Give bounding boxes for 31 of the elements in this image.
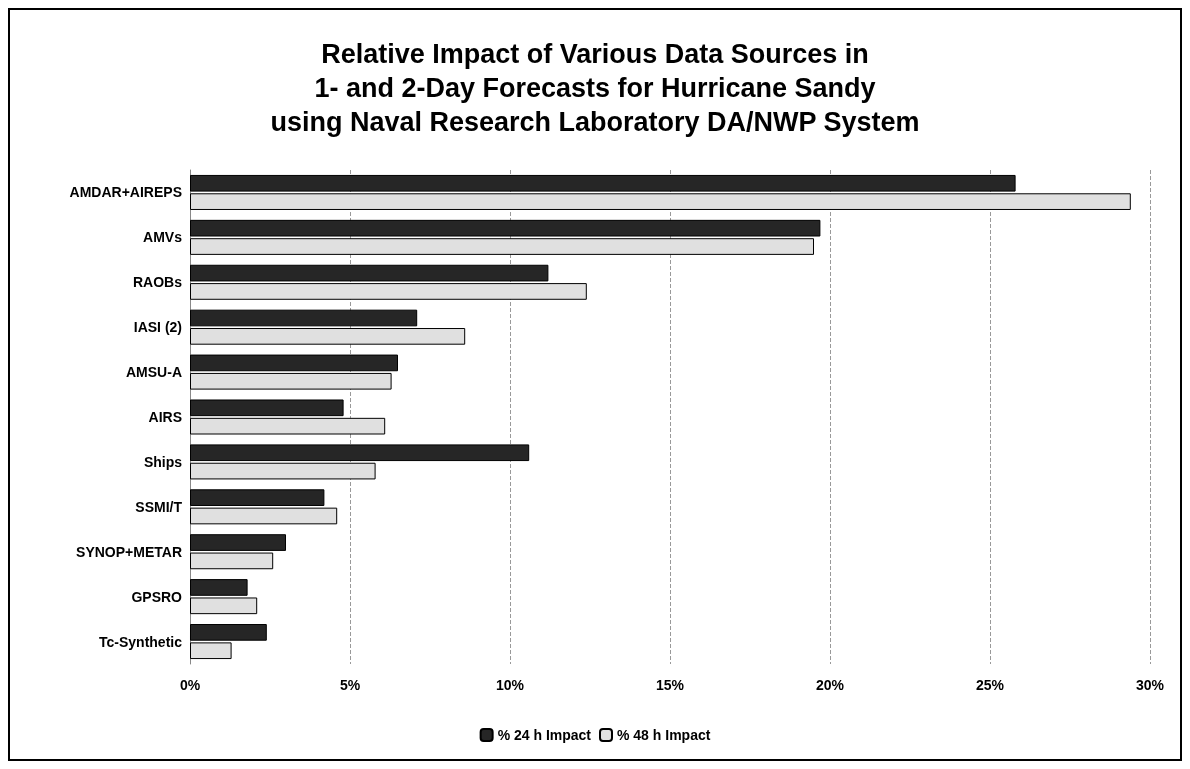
x-tick-label: 10% <box>495 677 525 693</box>
y-tick-label: SYNOP+METAR <box>76 543 182 560</box>
bar <box>190 354 398 372</box>
chart-title: Relative Impact of Various Data Sources in 1- and 2-Day Forecasts for Hurricane Sandy using Naval Research Laboratory DA/NWP System <box>270 39 920 137</box>
y-tick-label: Ships <box>143 453 183 470</box>
bar <box>190 399 344 417</box>
y-tick-label: Tc-Synthetic <box>99 633 183 650</box>
y-tick-label: RAOBs <box>132 274 183 291</box>
y-tick-label: AMSU-A <box>126 364 182 381</box>
legend-label: % 48 h Impact <box>617 727 711 743</box>
x-tick-label: 30% <box>1135 677 1165 693</box>
y-tick-label: AMDAR+AIREPS <box>69 184 182 201</box>
y-tick-label: AMVs <box>143 229 183 246</box>
y-tick-label: SSMI/T <box>135 498 183 515</box>
y-tick-label: IASI (2) <box>133 319 182 336</box>
x-tick-label: 20% <box>815 677 845 693</box>
x-tick-label: 5% <box>339 677 361 693</box>
x-tick-label: 15% <box>655 677 685 693</box>
x-tick-label: 25% <box>975 677 1005 693</box>
bar <box>190 372 392 390</box>
y-tick-label: AIRS <box>148 409 182 425</box>
bar <box>190 507 338 525</box>
bar <box>190 417 386 435</box>
x-tick-label: 0% <box>179 677 201 693</box>
bar <box>190 444 530 462</box>
y-tick-label: GPSRO <box>131 588 183 605</box>
bar <box>190 328 466 345</box>
bar <box>190 462 376 480</box>
legend-label: % 24 h Impact <box>497 727 592 743</box>
bar <box>190 489 325 506</box>
bar <box>190 309 418 327</box>
